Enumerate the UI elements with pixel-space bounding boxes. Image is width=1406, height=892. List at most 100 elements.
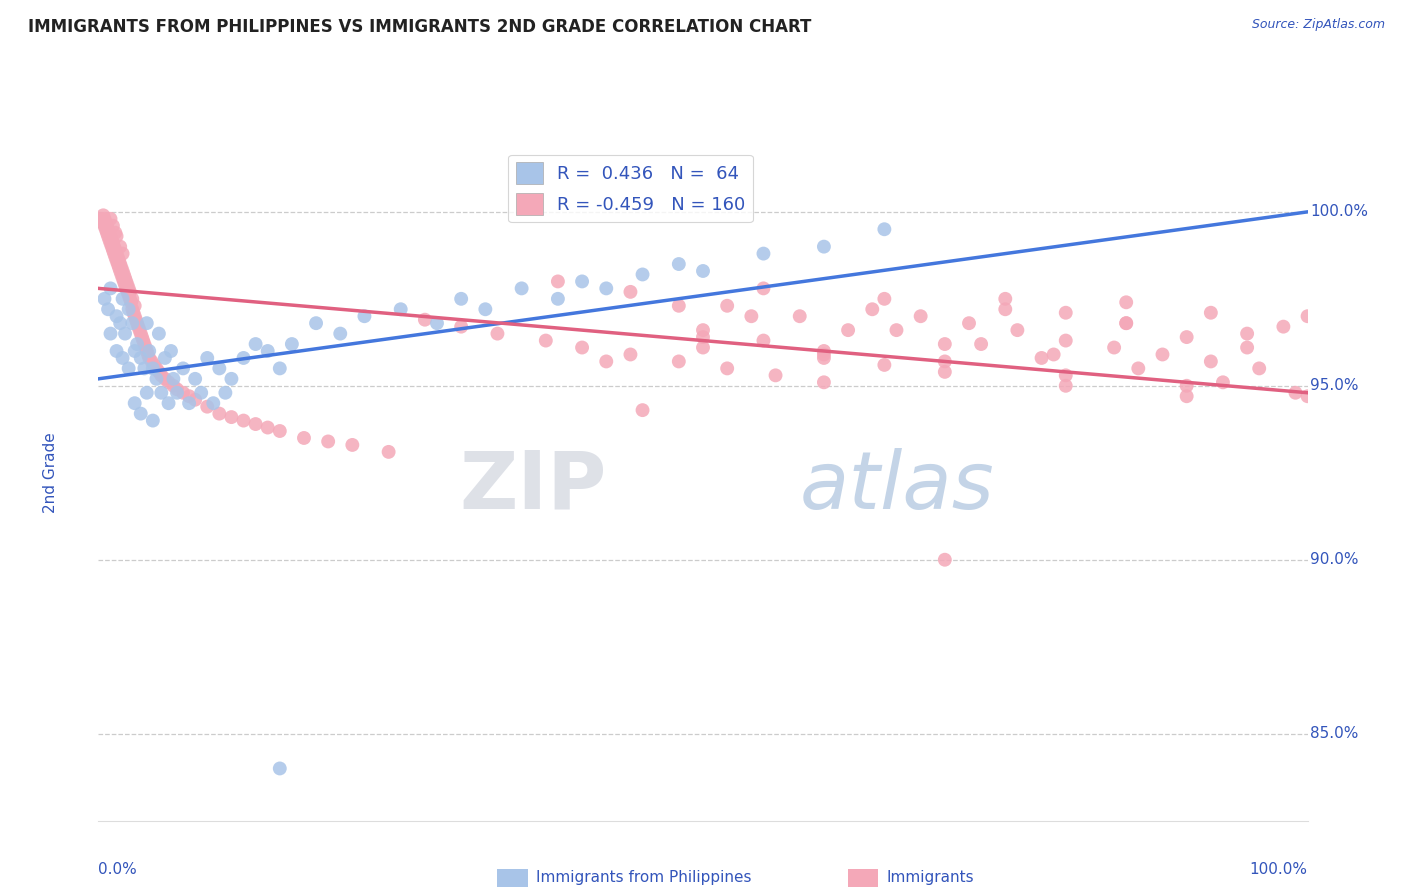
Point <box>166 385 188 400</box>
Point <box>873 222 896 236</box>
Point <box>547 292 569 306</box>
Point <box>970 337 993 351</box>
Point <box>184 372 207 386</box>
Point <box>98 233 121 247</box>
Point <box>860 302 883 317</box>
Point <box>135 343 157 358</box>
Point <box>115 281 138 295</box>
Point <box>118 292 141 306</box>
Point <box>127 337 149 351</box>
Point <box>107 250 129 264</box>
Point <box>1102 341 1125 355</box>
Point <box>245 417 267 431</box>
Point <box>232 414 254 428</box>
Point <box>110 260 132 275</box>
Point <box>1175 330 1198 344</box>
Text: ZIP: ZIP <box>458 448 606 525</box>
Point <box>813 343 835 358</box>
Point <box>90 211 112 226</box>
Point <box>195 351 218 365</box>
Point <box>765 368 787 383</box>
Point <box>97 302 120 317</box>
Point <box>129 407 152 421</box>
Point <box>172 385 194 400</box>
Point <box>934 552 956 567</box>
Point <box>1199 354 1222 368</box>
Point <box>534 334 557 348</box>
Point <box>143 358 166 372</box>
Point <box>101 243 124 257</box>
Point <box>114 326 136 341</box>
Point <box>94 215 117 229</box>
Point <box>1128 361 1150 376</box>
Point <box>121 316 143 330</box>
Point <box>1296 389 1319 403</box>
Point <box>873 292 896 306</box>
Point <box>93 219 115 233</box>
Point <box>114 277 136 292</box>
Point <box>112 274 135 288</box>
Point <box>450 319 472 334</box>
Point <box>124 299 146 313</box>
Point <box>692 323 714 337</box>
Point <box>97 222 120 236</box>
Point <box>752 281 775 295</box>
Point <box>692 330 714 344</box>
Point <box>1272 319 1295 334</box>
Point <box>160 343 183 358</box>
Point <box>104 250 127 264</box>
Point <box>166 382 188 396</box>
Point <box>111 292 134 306</box>
Point <box>195 400 218 414</box>
Point <box>93 292 115 306</box>
Point <box>813 239 835 253</box>
Point <box>232 351 254 365</box>
Point <box>135 341 157 355</box>
Point <box>162 378 184 392</box>
Point <box>142 414 165 428</box>
Point <box>256 343 278 358</box>
Point <box>105 343 128 358</box>
Point <box>389 302 412 317</box>
Point <box>141 354 163 368</box>
Point <box>135 316 157 330</box>
Point <box>474 302 496 317</box>
Point <box>752 246 775 260</box>
Point <box>134 337 156 351</box>
Point <box>108 260 131 275</box>
Point <box>221 372 243 386</box>
Point <box>105 253 128 268</box>
Point <box>668 299 690 313</box>
Point <box>1212 376 1234 390</box>
Point <box>316 434 339 449</box>
Point <box>107 257 129 271</box>
Point <box>108 316 131 330</box>
Point <box>104 226 127 240</box>
Point <box>1175 389 1198 403</box>
Point <box>131 330 153 344</box>
Point <box>118 281 141 295</box>
Point <box>190 385 212 400</box>
Text: 2nd Grade: 2nd Grade <box>42 433 58 513</box>
Point <box>129 326 152 341</box>
Point <box>994 292 1017 306</box>
Point <box>547 274 569 288</box>
Point <box>124 309 146 323</box>
Point <box>101 236 124 251</box>
Point <box>104 243 127 257</box>
Point <box>128 323 150 337</box>
Point <box>1007 323 1029 337</box>
Point <box>813 347 835 361</box>
Point <box>105 246 128 260</box>
Point <box>145 361 167 376</box>
Point <box>631 268 654 282</box>
Point <box>994 302 1017 317</box>
Point <box>108 253 131 268</box>
Point <box>129 351 152 365</box>
Point <box>121 302 143 317</box>
Point <box>101 219 124 233</box>
Point <box>122 306 145 320</box>
Point <box>100 236 122 251</box>
Point <box>1031 351 1053 365</box>
Point <box>118 361 141 376</box>
